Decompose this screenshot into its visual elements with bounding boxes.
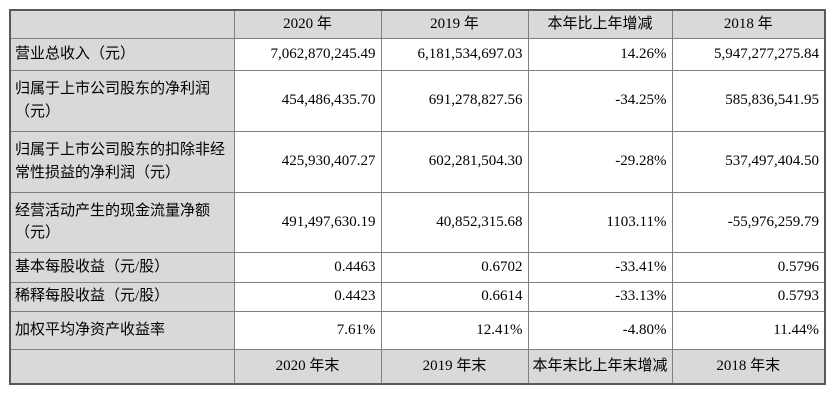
column-header-2019: 2019 年	[380, 9, 529, 39]
table-row: 加权平均净资产收益率 7.61% 12.41% -4.80% 11.44%	[9, 310, 826, 350]
value-cell: 0.4463	[233, 251, 382, 283]
table-header-row: 2020 年 2019 年 本年比上年增减 2018 年	[9, 9, 826, 39]
value-cell: -55,976,259.79	[671, 191, 826, 253]
value-cell: 491,497,630.19	[233, 191, 382, 253]
header-empty-cell	[9, 9, 235, 39]
table-row: 归属于上市公司股东的扣除非经常性损益的净利润（元） 425,930,407.27…	[9, 130, 826, 193]
value-cell: 7,062,870,245.49	[233, 37, 382, 71]
row-label-diluted-eps: 稀释每股收益（元/股）	[9, 281, 235, 312]
value-cell: 0.6614	[380, 281, 529, 312]
value-cell: 0.4423	[233, 281, 382, 312]
value-cell: 6,181,534,697.03	[380, 37, 529, 71]
value-cell: 7.61%	[233, 310, 382, 350]
table-row: 归属于上市公司股东的净利润（元） 454,486,435.70 691,278,…	[9, 69, 826, 132]
value-cell: 12.41%	[380, 310, 529, 350]
value-cell: -33.41%	[527, 251, 673, 283]
row-label-net-profit-excl-nonrecurring: 归属于上市公司股东的扣除非经常性损益的净利润（元）	[9, 130, 235, 193]
value-cell: -4.80%	[527, 310, 673, 350]
column-header-2020: 2020 年	[233, 9, 382, 39]
value-cell: 0.6702	[380, 251, 529, 283]
financial-summary-table: 2020 年 2019 年 本年比上年增减 2018 年 营业总收入（元） 7,…	[9, 9, 826, 385]
value-cell: 0.5796	[671, 251, 826, 283]
row-label-weighted-avg-roe: 加权平均净资产收益率	[9, 310, 235, 350]
value-cell: 0.5793	[671, 281, 826, 312]
footer-header-2020-end: 2020 年末	[233, 348, 382, 385]
footer-header-yoy-end-change: 本年末比上年末增减	[527, 348, 673, 385]
row-label-net-profit: 归属于上市公司股东的净利润（元）	[9, 69, 235, 132]
value-cell: 14.26%	[527, 37, 673, 71]
value-cell: -29.28%	[527, 130, 673, 193]
table-row: 经营活动产生的现金流量净额（元） 491,497,630.19 40,852,3…	[9, 191, 826, 253]
value-cell: 1103.11%	[527, 191, 673, 253]
value-cell: 691,278,827.56	[380, 69, 529, 132]
value-cell: 537,497,404.50	[671, 130, 826, 193]
column-header-yoy-change: 本年比上年增减	[527, 9, 673, 39]
row-label-basic-eps: 基本每股收益（元/股）	[9, 251, 235, 283]
footer-header-2018-end: 2018 年末	[671, 348, 826, 385]
table-row: 稀释每股收益（元/股） 0.4423 0.6614 -33.13% 0.5793	[9, 281, 826, 312]
row-label-operating-cash-flow: 经营活动产生的现金流量净额（元）	[9, 191, 235, 253]
table-row: 基本每股收益（元/股） 0.4463 0.6702 -33.41% 0.5796	[9, 251, 826, 283]
value-cell: 40,852,315.68	[380, 191, 529, 253]
value-cell: -34.25%	[527, 69, 673, 132]
value-cell: 5,947,277,275.84	[671, 37, 826, 71]
row-label-total-revenue: 营业总收入（元）	[9, 37, 235, 71]
value-cell: -33.13%	[527, 281, 673, 312]
value-cell: 585,836,541.95	[671, 69, 826, 132]
value-cell: 11.44%	[671, 310, 826, 350]
value-cell: 425,930,407.27	[233, 130, 382, 193]
column-header-2018: 2018 年	[671, 9, 826, 39]
table-row: 营业总收入（元） 7,062,870,245.49 6,181,534,697.…	[9, 37, 826, 71]
key-indicators-table: 2020 年 2019 年 本年比上年增减 2018 年 营业总收入（元） 7,…	[9, 9, 826, 385]
value-cell: 454,486,435.70	[233, 69, 382, 132]
footer-empty-cell	[9, 348, 235, 385]
footer-header-2019-end: 2019 年末	[380, 348, 529, 385]
value-cell: 602,281,504.30	[380, 130, 529, 193]
table-footer-row: 2020 年末 2019 年末 本年末比上年末增减 2018 年末	[9, 348, 826, 385]
